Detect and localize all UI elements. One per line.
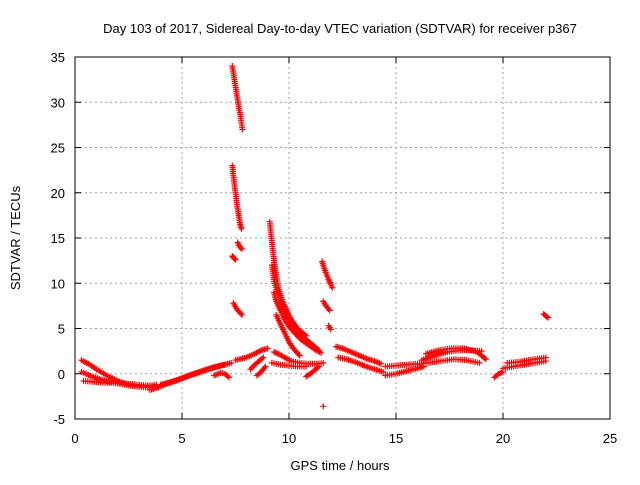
x-tick-label: 5 [178,431,185,446]
y-tick-label: 30 [51,95,65,110]
data-point [543,313,550,320]
x-tick-label: 15 [389,431,403,446]
axis-ticks: 0 5 10 15 20 25 -5 0 5 10 15 20 25 30 35 [51,50,618,446]
data-point [239,126,246,133]
y-tick-label: 0 [58,367,65,382]
data-point [325,306,332,313]
data-point [380,368,387,375]
x-tick-label: 20 [496,431,510,446]
data-point [238,225,245,232]
data-point [238,311,245,318]
data-point [320,403,327,410]
data-point [221,361,228,368]
data-point [544,314,551,321]
data-point [542,354,549,361]
data-point [264,345,271,352]
x-tick-label: 0 [71,431,78,446]
data-point [231,255,238,262]
data-point [303,363,310,370]
y-tick-label: 35 [51,50,65,65]
y-axis-label: SDTVAR / TECUs [8,185,23,290]
data-point [238,245,245,252]
data-point [327,326,334,333]
data-points [78,63,551,410]
data-point [261,364,268,371]
y-tick-label: 10 [51,276,65,291]
data-point [315,363,322,370]
data-point [260,354,267,361]
data-point [296,352,303,359]
data-point [320,359,327,366]
y-tick-label: 25 [51,141,65,156]
data-point [318,349,325,356]
grid [75,57,610,419]
data-point [228,359,235,366]
y-tick-label: -5 [53,412,65,427]
chart-title: Day 103 of 2017, Sidereal Day-to-day VTE… [103,21,577,36]
data-point [378,360,385,367]
data-point [262,363,269,370]
data-point [326,307,333,314]
x-tick-label: 10 [282,431,296,446]
y-tick-label: 5 [58,322,65,337]
data-point [482,356,489,363]
x-tick-label: 25 [603,431,617,446]
y-tick-label: 15 [51,231,65,246]
data-point [329,284,336,291]
data-point [237,310,244,317]
data-point [237,244,244,251]
data-point [232,256,239,263]
x-axis-label: GPS time / hours [291,458,390,473]
data-point [226,374,233,381]
data-point [476,359,483,366]
y-tick-label: 20 [51,186,65,201]
